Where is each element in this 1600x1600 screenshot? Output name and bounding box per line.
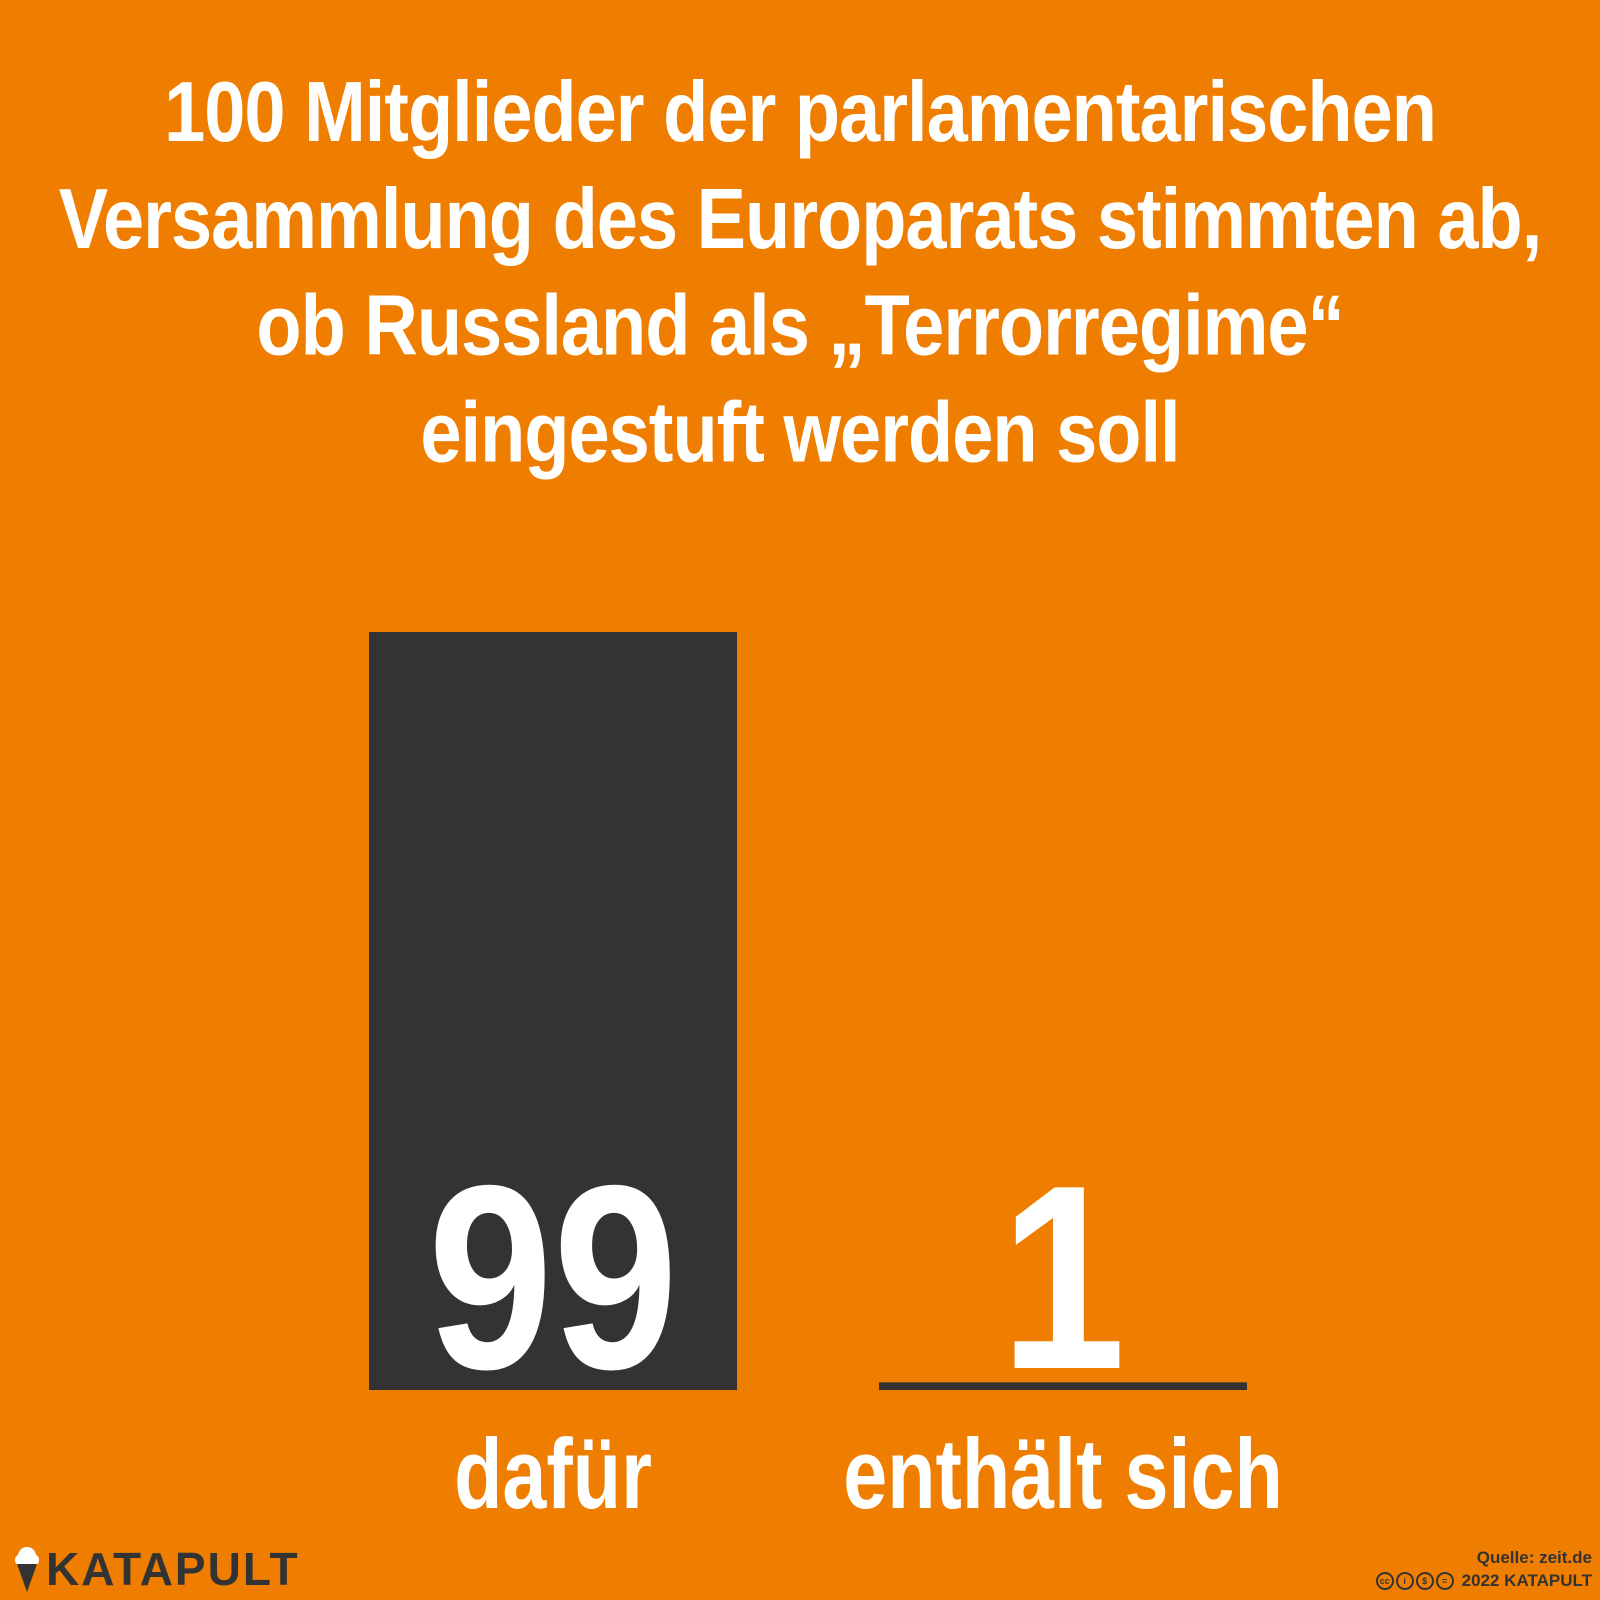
value-label: 99	[428, 1131, 678, 1424]
title-line: Versammlung des Europarats stimmten ab,	[58, 170, 1543, 267]
bar-1	[369, 632, 737, 1390]
value-label: 1	[1000, 1131, 1125, 1424]
title-line: 100 Mitglieder der parlamentarischen	[164, 63, 1437, 160]
bar-2	[879, 1382, 1247, 1390]
logo-text: KATAPULT	[46, 1543, 300, 1595]
credits: Quelle: zeit.de cc i $ = 2022 KATAPULT	[1375, 1546, 1592, 1592]
nc-icon: $	[1415, 1571, 1434, 1590]
category-label: dafür	[454, 1419, 652, 1530]
category-label: enthält sich	[843, 1419, 1283, 1530]
katapult-logo: KATAPULT	[14, 1543, 300, 1595]
license-row: cc i $ = 2022 KATAPULT	[1375, 1569, 1592, 1592]
cc-icon: cc	[1375, 1571, 1394, 1590]
source-text: Quelle: zeit.de	[1476, 1548, 1592, 1567]
nd-icon: =	[1435, 1571, 1454, 1590]
title-line: eingestuft werden soll	[420, 384, 1180, 481]
ice-cream-cone-icon	[15, 1547, 39, 1592]
by-icon: i	[1395, 1571, 1414, 1590]
chart-title: 100 Mitglieder der parlamentarischen Ver…	[0, 58, 1600, 486]
copyright-text: 2022 KATAPULT	[1461, 1571, 1592, 1590]
title-line: ob Russland als „Terrorregime“	[256, 277, 1344, 374]
